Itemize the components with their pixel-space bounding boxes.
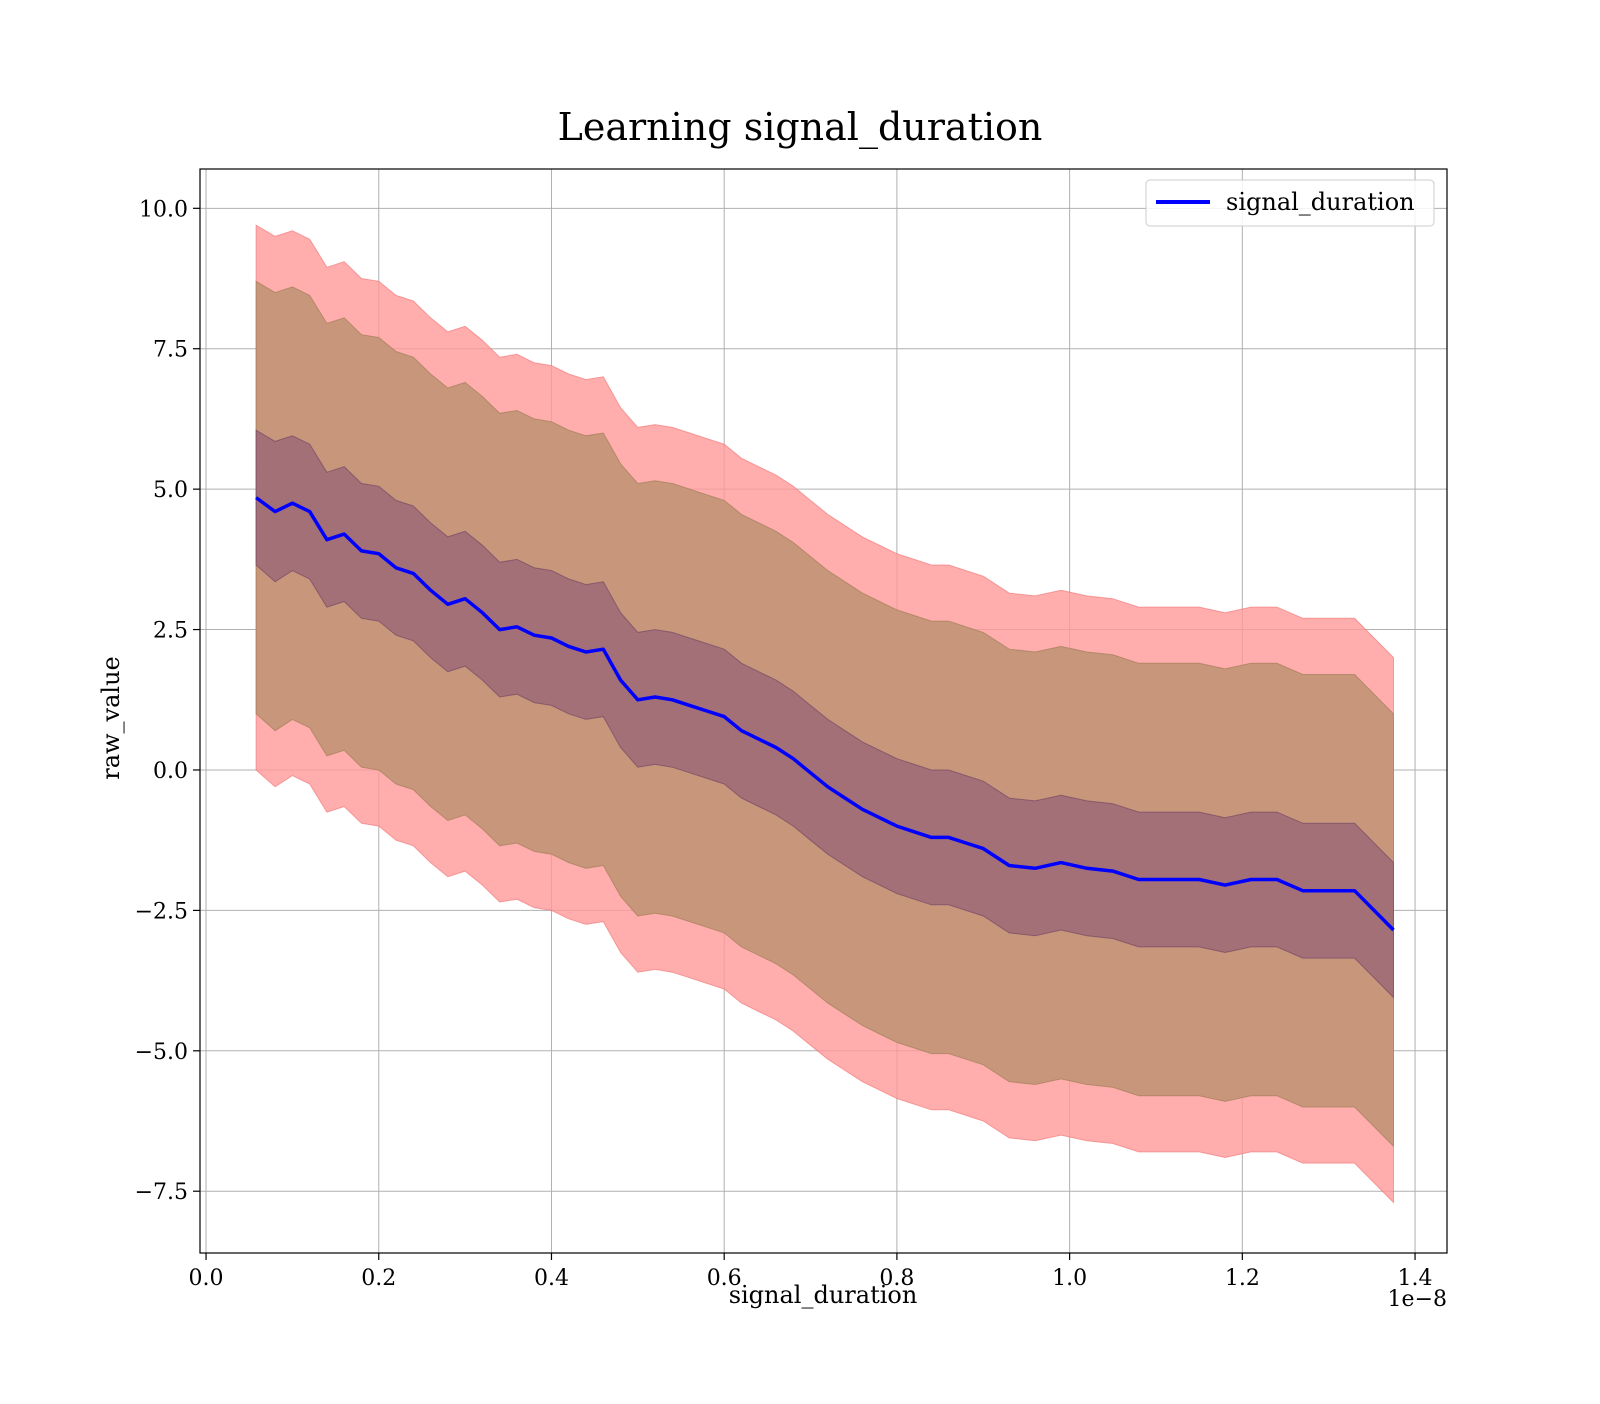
x-tick-label: 1.4 [1398, 1266, 1433, 1291]
y-tick-label: 2.5 [153, 619, 188, 644]
x-axis-ticks: 0.0 0.2 0.4 0.6 0.8 1.0 1.2 1.4 [189, 1253, 1433, 1291]
plot-frame [199, 168, 1448, 1254]
x-tick-label: 0.4 [534, 1266, 569, 1291]
inner-band [255, 429, 1394, 999]
x-tick-label: 0.8 [879, 1266, 914, 1291]
x-tick-label: 1.0 [1052, 1266, 1087, 1291]
series-lines [255, 496, 1395, 932]
chart-title: Learning signal_duration [558, 105, 1043, 150]
series-line [255, 496, 1395, 932]
legend-box [1145, 179, 1435, 227]
y-axis-label: raw_value [97, 656, 125, 780]
x-tick-label: 0.6 [707, 1266, 742, 1291]
legend: signal_duration [1145, 179, 1435, 227]
confidence-bands [255, 224, 1394, 1204]
x-axis-label: signal_duration [729, 1281, 918, 1309]
x-tick-label: 0.2 [361, 1266, 396, 1291]
x-tick-label: 1.2 [1225, 1266, 1260, 1291]
y-tick-label: 7.5 [153, 338, 188, 363]
y-tick-label: 0.0 [153, 759, 188, 784]
x-axis-offset-label: 1e−8 [1388, 1287, 1447, 1312]
y-axis-ticks: −7.5 −5.0 −2.5 0.0 2.5 5.0 7.5 10.0 [135, 197, 200, 1205]
legend-label: signal_duration [1226, 188, 1415, 216]
x-tick-label: 0.0 [189, 1266, 224, 1291]
y-tick-label: −5.0 [135, 1040, 188, 1065]
y-tick-label: 5.0 [153, 478, 188, 503]
y-tick-label: −7.5 [135, 1180, 188, 1205]
y-tick-label: 10.0 [139, 197, 188, 222]
y-tick-label: −2.5 [135, 899, 188, 924]
